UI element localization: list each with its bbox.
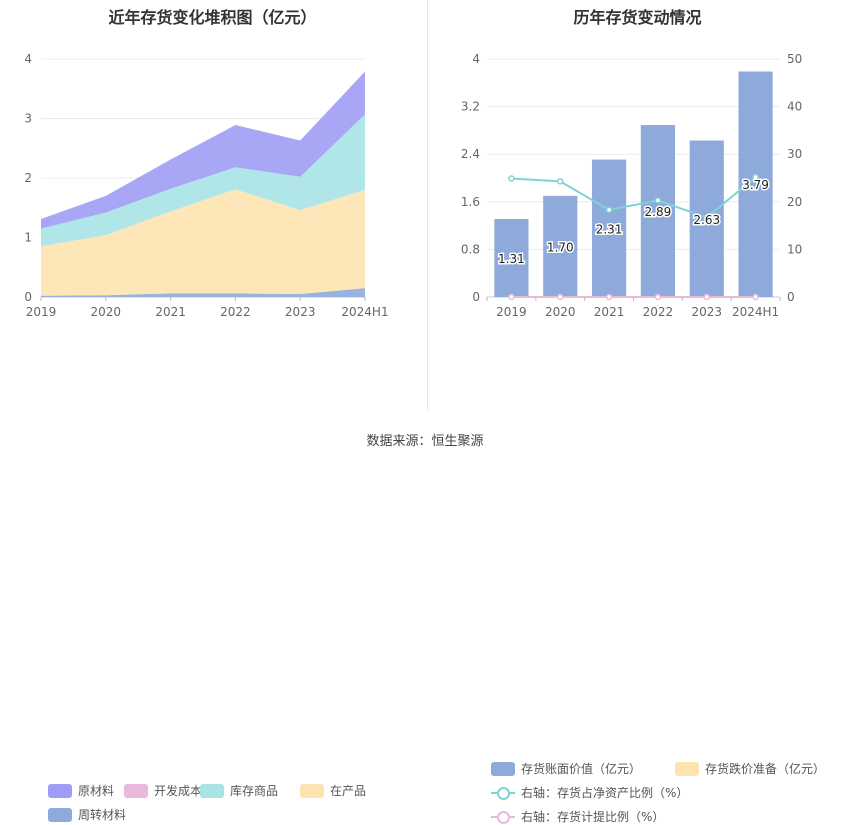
y-right-tick-label: 10 [787, 242, 802, 256]
legend-label: 在产品 [330, 784, 367, 798]
y-left-tick-label: 2.4 [461, 147, 480, 161]
legend-item-4[interactable]: 周转材料 [48, 806, 126, 823]
legend-item-3[interactable]: 在产品 [300, 782, 366, 799]
area-series-4 [41, 71, 365, 229]
legend-label: 开发成本 [154, 784, 203, 798]
x-tick-label: 2019 [26, 305, 57, 319]
legend-label: 右轴：存货计提比例（%） [521, 810, 665, 824]
y-right-tick-label: 40 [787, 100, 802, 114]
line-series-0 [511, 176, 757, 219]
bar-line-chart: 00.81.62.43.24010203040501.311.702.312.8… [461, 52, 802, 319]
bar-line-chart-panel: 历年存货变动情况 0 0.8 1.6 2.4 3.2 4 0 10 20 30 40 50 1.31 1.… [425, 0, 850, 824]
line-point [605, 206, 613, 214]
x-tick-label: 2021 [594, 305, 625, 319]
legend-label: 库存商品 [230, 784, 279, 798]
x-tick-label: 2024H1 [341, 305, 388, 319]
area-series-1 [41, 189, 365, 296]
legend-item-0[interactable]: 存货账面价值（亿元） [491, 760, 641, 777]
bar-value-label: 2.31 [596, 222, 623, 236]
x-tick-label: 2023 [285, 305, 316, 319]
legend-label: 右轴：存货占净资产比例（%） [521, 786, 689, 800]
bar-inventory-value [640, 125, 676, 297]
line-point [557, 178, 564, 185]
line-point [703, 293, 710, 301]
bar-value-label: 1.70 [547, 240, 574, 254]
legend-item-3[interactable]: 右轴：存货计提比例（%） [491, 808, 664, 825]
y-tick-label: 0 [24, 290, 32, 304]
left-chart-title: 近年存货变化堆积图（亿元） [108, 8, 317, 27]
legend-swatch [300, 783, 324, 798]
y-tick-label: 3 [24, 112, 32, 126]
line-point [557, 293, 564, 301]
legend-swatch [48, 783, 72, 798]
legend-item-1[interactable]: 开发成本 [124, 782, 202, 799]
y-left-tick-label: 0.8 [461, 242, 480, 256]
bar-inventory-value [494, 219, 529, 297]
legend-swatch [675, 761, 699, 776]
x-tick-label: 2020 [91, 305, 122, 319]
x-tick-label: 2024H1 [732, 305, 779, 319]
y-left-tick-label: 1.6 [461, 195, 480, 209]
line-point [703, 214, 710, 221]
line-point [654, 293, 662, 301]
line-point [752, 293, 759, 301]
legend-swatch [200, 783, 224, 798]
area-series-0 [41, 288, 365, 297]
legend-swatch [48, 807, 72, 822]
line-point [508, 175, 515, 182]
y-tick-label: 1 [24, 231, 32, 245]
line-point [654, 197, 662, 204]
y-left-tick-label: 3.2 [461, 100, 480, 114]
x-tick-label: 2019 [496, 305, 527, 319]
y-right-tick-label: 0 [787, 290, 795, 304]
bar-inventory-value [543, 195, 578, 297]
legend-label: 存货跌价准备（亿元） [705, 762, 826, 776]
legend-swatch [491, 761, 515, 776]
x-tick-label: 2022 [220, 305, 251, 319]
right-chart-title: 历年存货变动情况 [573, 8, 702, 27]
line-point [752, 173, 759, 181]
legend-item-0[interactable]: 原材料 [48, 782, 114, 799]
legend-item-2[interactable]: 库存商品 [200, 782, 278, 799]
legend-swatch [491, 810, 515, 824]
legend-item-1[interactable]: 存货跌价准备（亿元） [675, 760, 825, 777]
bar-inventory-value [591, 159, 627, 297]
legend-item-2[interactable]: 右轴：存货占净资产比例（%） [491, 784, 688, 801]
legend-label: 周转材料 [78, 808, 127, 822]
x-tick-label: 2022 [643, 305, 674, 319]
y-left-tick-label: 0 [472, 290, 480, 304]
panel-divider [427, 0, 428, 410]
line-point [605, 293, 613, 301]
stacked-area-chart-panel: 近年存货变化堆积图（亿元） 0 1 2 3 4 2019 2020 2021 2022 2023 2… [0, 0, 425, 822]
stacked-area-chart: 0 1 2 3 4 2019 2020 2021 2022 2023 2024H1 [24, 52, 388, 319]
y-tick-label: 2 [24, 171, 32, 185]
bar-value-label: 2.63 [693, 213, 720, 227]
y-tick-label: 4 [24, 52, 32, 66]
x-tick-label: 2020 [545, 305, 576, 319]
bar-inventory-value [738, 71, 773, 298]
data-source-note: 数据来源：恒生聚源 [366, 434, 484, 449]
x-tick-label: 2023 [691, 305, 722, 319]
line-point [508, 293, 515, 301]
legend-swatch [124, 783, 148, 798]
legend-label: 原材料 [78, 784, 115, 798]
legend-swatch [491, 786, 515, 800]
area-series-2 [41, 114, 365, 247]
x-tick-label: 2021 [155, 305, 186, 319]
bar-value-label: 1.31 [498, 252, 525, 266]
bar-value-label: 3.79 [742, 178, 769, 192]
y-right-tick-label: 20 [787, 195, 802, 209]
y-right-tick-label: 30 [787, 147, 802, 161]
bar-value-label: 2.89 [645, 205, 672, 219]
legend-label: 存货账面价值（亿元） [521, 762, 642, 776]
y-right-tick-label: 50 [787, 52, 802, 66]
y-left-tick-label: 4 [472, 52, 480, 66]
